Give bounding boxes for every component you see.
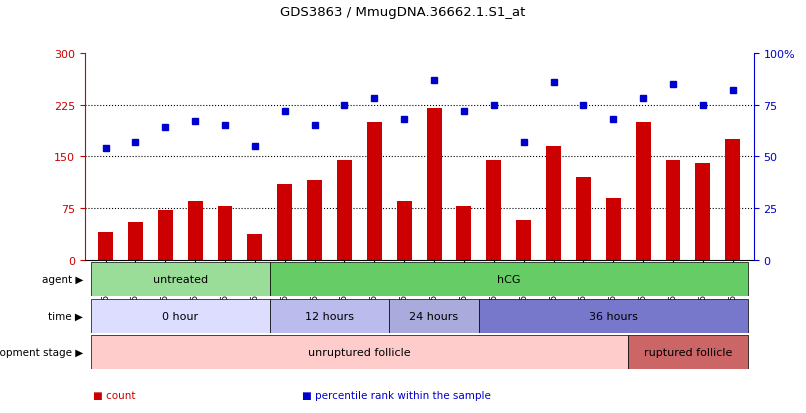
Bar (367, 123, 382, 260)
Bar (277, 185, 293, 260)
Bar (307, 181, 322, 260)
Bar (479, 299, 748, 333)
Bar (397, 202, 412, 260)
Bar (576, 178, 591, 260)
Text: ■ percentile rank within the sample: ■ percentile rank within the sample (302, 390, 491, 400)
Bar (158, 211, 172, 260)
Bar (628, 335, 748, 369)
Bar (456, 206, 472, 260)
Bar (606, 198, 621, 260)
Text: ruptured follicle: ruptured follicle (644, 347, 732, 357)
Bar (337, 160, 352, 260)
Bar (270, 299, 389, 333)
Text: hCG: hCG (497, 275, 521, 285)
Bar (270, 263, 748, 297)
Bar (128, 222, 143, 260)
Bar (188, 202, 202, 260)
Bar (426, 109, 442, 260)
Bar (218, 206, 232, 260)
Text: GDS3863 / MmugDNA.36662.1.S1_at: GDS3863 / MmugDNA.36662.1.S1_at (280, 6, 526, 19)
Bar (666, 160, 680, 260)
Bar (389, 299, 479, 333)
Bar (636, 123, 650, 260)
Text: 24 hours: 24 hours (409, 311, 459, 321)
Text: 0 hour: 0 hour (162, 311, 198, 321)
Bar (516, 220, 531, 260)
Bar (90, 263, 270, 297)
Bar (90, 299, 270, 333)
Text: ■ count: ■ count (93, 390, 135, 400)
Bar (90, 335, 628, 369)
Text: 12 hours: 12 hours (305, 311, 354, 321)
Bar (725, 140, 740, 260)
Text: unruptured follicle: unruptured follicle (308, 347, 411, 357)
Text: development stage ▶: development stage ▶ (0, 347, 83, 357)
Bar (546, 147, 561, 260)
Bar (696, 164, 710, 260)
Bar (247, 234, 262, 260)
Bar (486, 160, 501, 260)
Bar (98, 233, 113, 260)
Text: time ▶: time ▶ (48, 311, 83, 321)
Text: untreated: untreated (152, 275, 208, 285)
Text: 36 hours: 36 hours (589, 311, 638, 321)
Text: agent ▶: agent ▶ (42, 275, 83, 285)
